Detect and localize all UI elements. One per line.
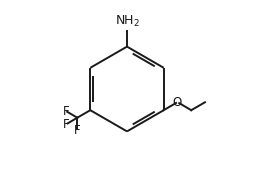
Text: F: F — [62, 105, 69, 118]
Text: NH$_2$: NH$_2$ — [115, 14, 139, 29]
Text: F: F — [62, 118, 69, 131]
Text: F: F — [74, 124, 81, 137]
Text: O: O — [173, 96, 182, 109]
